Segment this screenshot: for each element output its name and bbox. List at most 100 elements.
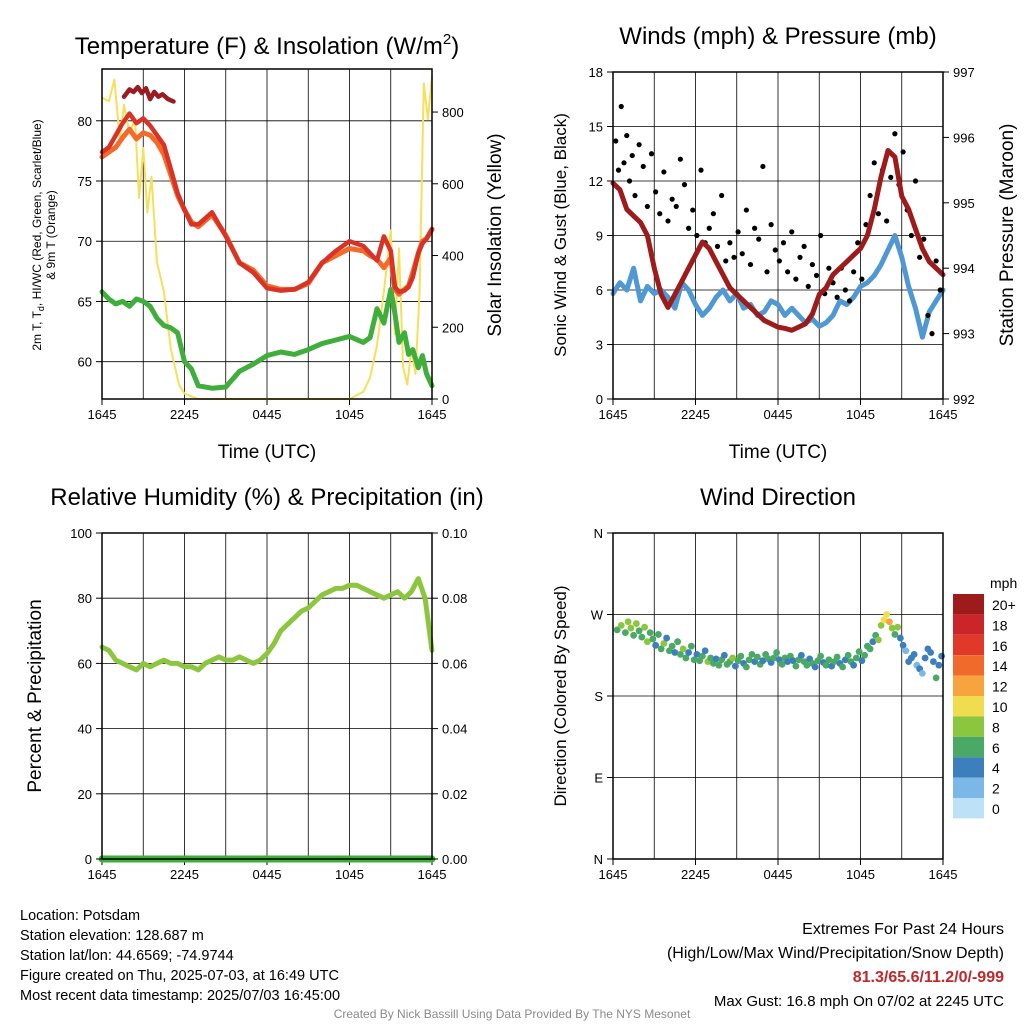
direction-point (811, 663, 819, 671)
direction-point (918, 669, 926, 677)
gust-point (809, 261, 815, 268)
gust-point (644, 203, 650, 210)
gust-point (760, 163, 766, 170)
wind-pressure-axis-box: 1645 2245 0445 1045 164503691215189929939949… (589, 65, 975, 422)
gust-point (805, 283, 811, 289)
gust-point (665, 218, 671, 224)
direction-point (715, 661, 723, 669)
extremes-values: 81.3/65.6/11.2/0/-999 (852, 969, 1004, 986)
direction-point (624, 618, 632, 626)
y-tick-label: 3 (596, 338, 603, 353)
y2-tick-label: 992 (953, 392, 975, 407)
direction-point (792, 662, 800, 670)
direction-point (784, 658, 792, 665)
extremes-title: Extremes For Past 24 Hours (802, 921, 1004, 938)
gust-point (937, 287, 943, 293)
temperature-y2label: Solar Insolation (Yellow) (485, 133, 506, 336)
y2-tick-label: 996 (953, 130, 975, 145)
direction-point (745, 656, 753, 664)
direction-point (663, 634, 671, 642)
gust-point (789, 229, 795, 235)
y-tick-label: N (594, 852, 603, 867)
gust-point (871, 160, 877, 166)
y2-tick-label: 0.08 (442, 591, 467, 606)
legend-swatch (953, 696, 984, 717)
gust-point (834, 294, 840, 300)
direction-point (701, 647, 709, 655)
temperature-panel: Temperature (F) & Insolation (W/m2) 1645… (30, 31, 506, 463)
direction-point (902, 647, 910, 655)
direction-point (720, 651, 728, 659)
legend-swatch (953, 798, 984, 819)
gust-point (768, 222, 774, 228)
gust-point (797, 254, 803, 260)
direction-point (638, 633, 646, 641)
direction-point (891, 631, 899, 638)
direction-point (632, 620, 640, 627)
direction-point (880, 616, 888, 624)
gust-point (867, 192, 873, 199)
y2-tick-label: 0.02 (442, 787, 467, 802)
gust-point (842, 287, 848, 293)
max-gust-text: Max Gust: 16.8 mph On 07/02 at 2245 UTC (713, 993, 1004, 1010)
legend-label: 20+ (992, 597, 1016, 613)
gust-point (690, 207, 696, 213)
y-tick-label: 75 (78, 174, 92, 189)
direction-point (866, 645, 874, 653)
x-tick-label: 1645 (929, 867, 958, 882)
gust-point (793, 276, 799, 282)
y-tick-label: 60 (78, 355, 92, 370)
legend-swatch (953, 716, 984, 737)
gust-point (764, 269, 770, 275)
direction-point (635, 627, 643, 635)
wind-xlabel: Time (UTC) (729, 442, 828, 463)
humidity-line (99, 576, 435, 673)
y-tick-label: 60 (78, 656, 92, 671)
x-tick-label: 1645 (418, 407, 447, 422)
direction-point (894, 623, 902, 631)
legend-title: mph (990, 575, 1017, 591)
pressure-y2label: Station Pressure (Maroon) (997, 124, 1018, 347)
x-tick-label: 2245 (681, 407, 710, 422)
direction-point (896, 634, 904, 642)
y2-tick-label: 997 (953, 65, 975, 80)
y-tick-label: 18 (589, 65, 603, 80)
direction-point (729, 654, 737, 662)
y-tick-label: 65 (78, 294, 92, 309)
gust-point (863, 222, 869, 228)
direction-point (877, 621, 885, 629)
y-tick-label: W (591, 608, 604, 623)
x-tick-label: 2245 (681, 867, 710, 882)
gust-point (673, 203, 679, 210)
direction-point (770, 654, 778, 662)
gust-point (723, 258, 729, 264)
direction-point (874, 636, 882, 644)
direction-point (660, 640, 668, 647)
gust-point (933, 258, 939, 264)
x-tick-label: 2245 (170, 407, 199, 422)
y-tick-label: 20 (78, 787, 92, 802)
direction-point (935, 661, 943, 669)
gust-point (624, 132, 630, 139)
gust-point (739, 251, 745, 257)
y2-tick-label: 0.04 (442, 722, 467, 737)
direction-point (833, 653, 841, 661)
wind-pressure-title: Winds (mph) & Pressure (mb) (619, 23, 936, 50)
legend-swatch (953, 736, 984, 758)
gust-point (801, 243, 807, 249)
direction-point (822, 661, 830, 669)
legend-swatch (953, 634, 984, 656)
y-tick-label: 100 (70, 526, 92, 541)
legend-label: 12 (992, 679, 1008, 695)
gust-point (859, 276, 865, 282)
gust-point (888, 174, 894, 180)
legend-label: 2 (992, 781, 1000, 797)
direction-point (671, 649, 679, 656)
temperature-axis-box: 1645 2245 0445 1045 164560657075800200400600… (78, 68, 464, 422)
direction-point (731, 662, 739, 670)
temperature-ylabel-line2: & 9m T (Orange) (44, 190, 58, 280)
y2-tick-label: 800 (442, 105, 464, 120)
direction-point (737, 652, 745, 660)
gust-point (875, 211, 881, 217)
y2-tick-label: 400 (442, 249, 464, 264)
